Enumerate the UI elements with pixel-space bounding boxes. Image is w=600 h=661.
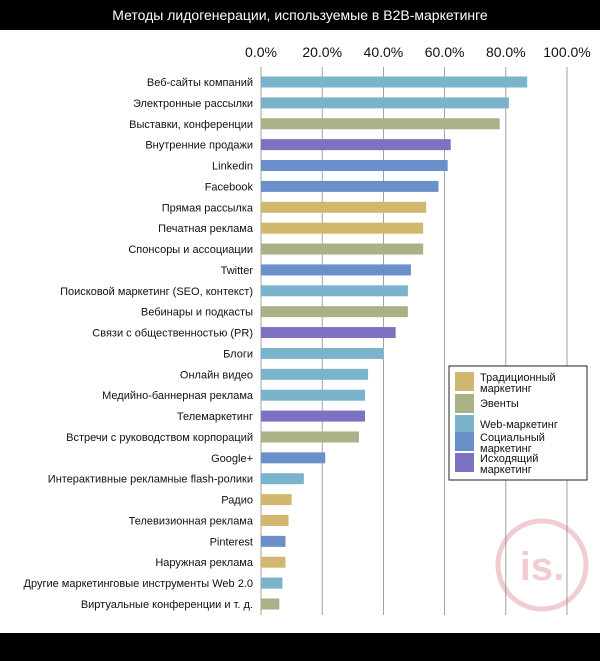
bar	[261, 598, 280, 610]
bar-chart: is. 0.0% 20.0% 40.0% 60.0% 80.0% 100.0% Веб-с…	[24, 44, 591, 615]
watermark-logo: is.	[495, 518, 589, 612]
bar	[261, 76, 528, 88]
legend-label: маркетинг	[480, 464, 532, 476]
bar	[261, 347, 384, 359]
bar	[261, 368, 369, 380]
category-label: Pinterest	[210, 536, 253, 548]
category-label: Радио	[221, 495, 253, 507]
category-label: Twitter	[221, 265, 254, 277]
x-tick-label: 80.0%	[486, 44, 526, 60]
legend-label: Web-маркетинг	[480, 419, 558, 431]
legend-label: Традиционный	[480, 372, 556, 384]
bar	[261, 180, 439, 192]
legend-swatch	[455, 453, 474, 472]
footer-bar	[0, 633, 600, 661]
category-label: Прямая рассылка	[162, 202, 254, 214]
bar	[261, 327, 396, 339]
legend-swatch	[455, 394, 474, 413]
legend-swatch	[455, 415, 474, 434]
x-tick-label: 0.0%	[245, 44, 277, 60]
bar	[261, 389, 366, 401]
bar	[261, 139, 451, 151]
bar	[261, 410, 366, 422]
bar	[261, 201, 427, 213]
bar	[261, 306, 408, 318]
legend-label: Исходящий	[480, 453, 538, 465]
x-tick-label: 40.0%	[364, 44, 404, 60]
category-label: Телевизионная реклама	[129, 515, 254, 527]
category-label: Блоги	[223, 348, 253, 360]
bar	[261, 535, 286, 547]
chart-title: Методы лидогенерации, используемые в B2B…	[0, 0, 600, 30]
category-label: Связи с общественностью (PR)	[92, 328, 253, 340]
category-label: Google+	[211, 453, 253, 465]
x-axis-ticks: 0.0% 20.0% 40.0% 60.0% 80.0% 100.0%	[245, 44, 591, 60]
category-label: Вебинары и подкасты	[141, 307, 253, 319]
legend-swatch	[455, 372, 474, 391]
category-labels: Веб-сайты компаний Электронные рассылки Вы…	[24, 77, 254, 611]
category-label: Веб-сайты компаний	[147, 77, 253, 89]
bar	[261, 473, 304, 485]
bar	[261, 514, 289, 526]
bar	[261, 118, 500, 130]
watermark-text: is.	[520, 545, 564, 589]
bars	[261, 76, 528, 610]
category-label: Выставки, конференции	[129, 119, 253, 131]
category-label: Телемаркетинг	[177, 411, 253, 423]
legend-label: Социальный	[480, 432, 545, 444]
bar	[261, 556, 286, 568]
category-label: Печатная реклама	[158, 223, 254, 235]
category-label: Электронные рассылки	[133, 98, 253, 110]
legend-label: Эвенты	[480, 398, 519, 410]
x-tick-label: 20.0%	[302, 44, 342, 60]
category-label: Встречи с руководством корпораций	[66, 432, 253, 444]
category-label: Facebook	[205, 181, 254, 193]
category-label: Наружная реклама	[155, 557, 254, 569]
category-label: Спонсоры и ассоциации	[128, 244, 253, 256]
bar	[261, 494, 292, 506]
bar	[261, 160, 448, 172]
bar	[261, 452, 326, 464]
category-label: Виртуальные конференции и т. д.	[81, 599, 253, 611]
bar	[261, 577, 283, 589]
category-label: Медийно-баннерная реклама	[102, 390, 254, 402]
bar	[261, 285, 408, 297]
bar	[261, 431, 359, 443]
x-tick-label: 100.0%	[543, 44, 590, 60]
bar	[261, 97, 509, 109]
x-tick-label: 60.0%	[425, 44, 465, 60]
category-label: Поисковой маркетинг (SEO, контекст)	[60, 286, 253, 298]
legend-label: маркетинг	[480, 443, 532, 455]
category-label: Linkedin	[212, 161, 253, 173]
category-label: Онлайн видео	[180, 369, 253, 381]
bar	[261, 222, 424, 234]
category-label: Внутренние продажи	[145, 140, 253, 152]
category-label: Другие маркетинговые инструменты Web 2.0	[24, 578, 253, 590]
legend-swatch	[455, 432, 474, 451]
bar	[261, 243, 424, 255]
bar	[261, 264, 411, 276]
category-label: Интерактивные рекламные flash-ролики	[48, 474, 253, 486]
legend: ТрадиционныймаркетингЭвентыWeb-маркетинг…	[448, 365, 588, 481]
legend-label: маркетинг	[480, 383, 532, 395]
watermark-circle	[495, 518, 589, 612]
